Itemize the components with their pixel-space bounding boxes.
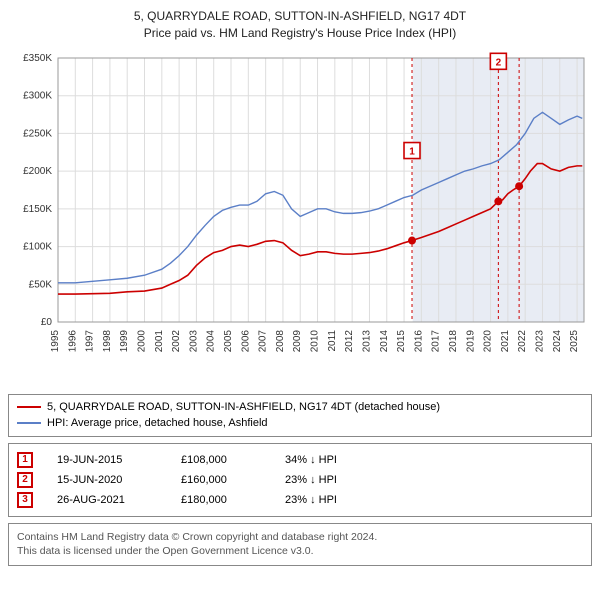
- x-tick-label: 2017: [431, 329, 442, 352]
- sale-price: £108,000: [181, 454, 261, 466]
- attribution-line-1: Contains HM Land Registry data © Crown c…: [17, 530, 583, 545]
- attribution: Contains HM Land Registry data © Crown c…: [8, 523, 592, 566]
- x-tick-label: 2013: [361, 329, 372, 352]
- sale-marker-icon: 1: [17, 452, 33, 468]
- x-tick-label: 2014: [379, 329, 390, 352]
- sale-row: 1 19-JUN-2015 £108,000 34% ↓ HPI: [17, 450, 583, 470]
- x-tick-label: 2005: [223, 329, 234, 352]
- sale-delta: 23% ↓ HPI: [285, 474, 337, 486]
- x-tick-label: 2019: [465, 329, 476, 352]
- y-tick-label: £300K: [23, 90, 52, 101]
- x-tick-label: 2020: [483, 329, 494, 352]
- sale-price: £160,000: [181, 474, 261, 486]
- sale-marker-number: 2: [496, 57, 502, 68]
- x-tick-label: 2022: [517, 329, 528, 352]
- x-tick-label: 2018: [448, 329, 459, 352]
- title-line-1: 5, QUARRYDALE ROAD, SUTTON-IN-ASHFIELD, …: [8, 8, 592, 25]
- y-tick-label: £0: [41, 317, 53, 328]
- x-tick-label: 1997: [85, 329, 96, 352]
- sale-date: 15-JUN-2020: [57, 474, 157, 486]
- y-tick-label: £200K: [23, 166, 52, 177]
- x-tick-label: 2002: [171, 329, 182, 352]
- legend: 5, QUARRYDALE ROAD, SUTTON-IN-ASHFIELD, …: [8, 394, 592, 437]
- legend-label: 5, QUARRYDALE ROAD, SUTTON-IN-ASHFIELD, …: [47, 399, 440, 416]
- x-tick-label: 1999: [119, 329, 130, 352]
- y-tick-label: £50K: [29, 279, 53, 290]
- x-tick-label: 2010: [310, 329, 321, 352]
- y-tick-label: £100K: [23, 241, 52, 252]
- x-tick-label: 2025: [569, 329, 580, 352]
- attribution-line-2: This data is licensed under the Open Gov…: [17, 544, 583, 559]
- x-tick-label: 2023: [534, 329, 545, 352]
- legend-swatch: [17, 406, 41, 408]
- y-tick-label: £250K: [23, 128, 52, 139]
- chart-container: £0 £50K £100K £150K £200K £250K £300K £350K 1995…: [8, 48, 592, 388]
- x-tick-label: 2016: [413, 329, 424, 352]
- x-tick-label: 2006: [240, 329, 251, 352]
- sale-marker-icon: 2: [17, 472, 33, 488]
- x-tick-label: 1995: [50, 329, 61, 352]
- x-tick-label: 2015: [396, 329, 407, 352]
- x-tick-label: 2004: [206, 329, 217, 352]
- x-tick-label: 2021: [500, 329, 511, 352]
- price-chart: £0 £50K £100K £150K £200K £250K £300K £350K 1995…: [8, 48, 592, 388]
- x-tick-label: 2003: [188, 329, 199, 352]
- sales-table: 1 19-JUN-2015 £108,000 34% ↓ HPI 2 15-JUN-202…: [8, 443, 592, 517]
- legend-swatch: [17, 422, 41, 424]
- sale-delta: 34% ↓ HPI: [285, 454, 337, 466]
- sale-date: 19-JUN-2015: [57, 454, 157, 466]
- sale-date: 26-AUG-2021: [57, 494, 157, 506]
- x-tick-label: 1996: [67, 329, 78, 352]
- sale-marker-icon: 3: [17, 492, 33, 508]
- sale-row: 2 15-JUN-2020 £160,000 23% ↓ HPI: [17, 470, 583, 490]
- x-tick-label: 1998: [102, 329, 113, 352]
- chart-title-block: 5, QUARRYDALE ROAD, SUTTON-IN-ASHFIELD, …: [8, 8, 592, 42]
- x-tick-label: 2024: [552, 329, 563, 352]
- sale-delta: 23% ↓ HPI: [285, 494, 337, 506]
- x-tick-label: 2012: [344, 329, 355, 352]
- x-tick-label: 2000: [137, 329, 148, 352]
- title-line-2: Price paid vs. HM Land Registry's House …: [8, 25, 592, 42]
- x-tick-label: 2011: [327, 329, 338, 351]
- x-tick-label: 2001: [154, 329, 165, 352]
- sale-price: £180,000: [181, 494, 261, 506]
- y-tick-label: £150K: [23, 203, 52, 214]
- sale-marker-number: 1: [409, 146, 415, 157]
- x-tick-label: 2008: [275, 329, 286, 352]
- x-tick-label: 2009: [292, 329, 303, 352]
- x-tick-label: 2007: [258, 329, 269, 352]
- legend-item: HPI: Average price, detached house, Ashf…: [17, 415, 583, 432]
- sale-row: 3 26-AUG-2021 £180,000 23% ↓ HPI: [17, 490, 583, 510]
- legend-label: HPI: Average price, detached house, Ashf…: [47, 415, 268, 432]
- y-tick-label: £350K: [23, 53, 52, 64]
- legend-item: 5, QUARRYDALE ROAD, SUTTON-IN-ASHFIELD, …: [17, 399, 583, 416]
